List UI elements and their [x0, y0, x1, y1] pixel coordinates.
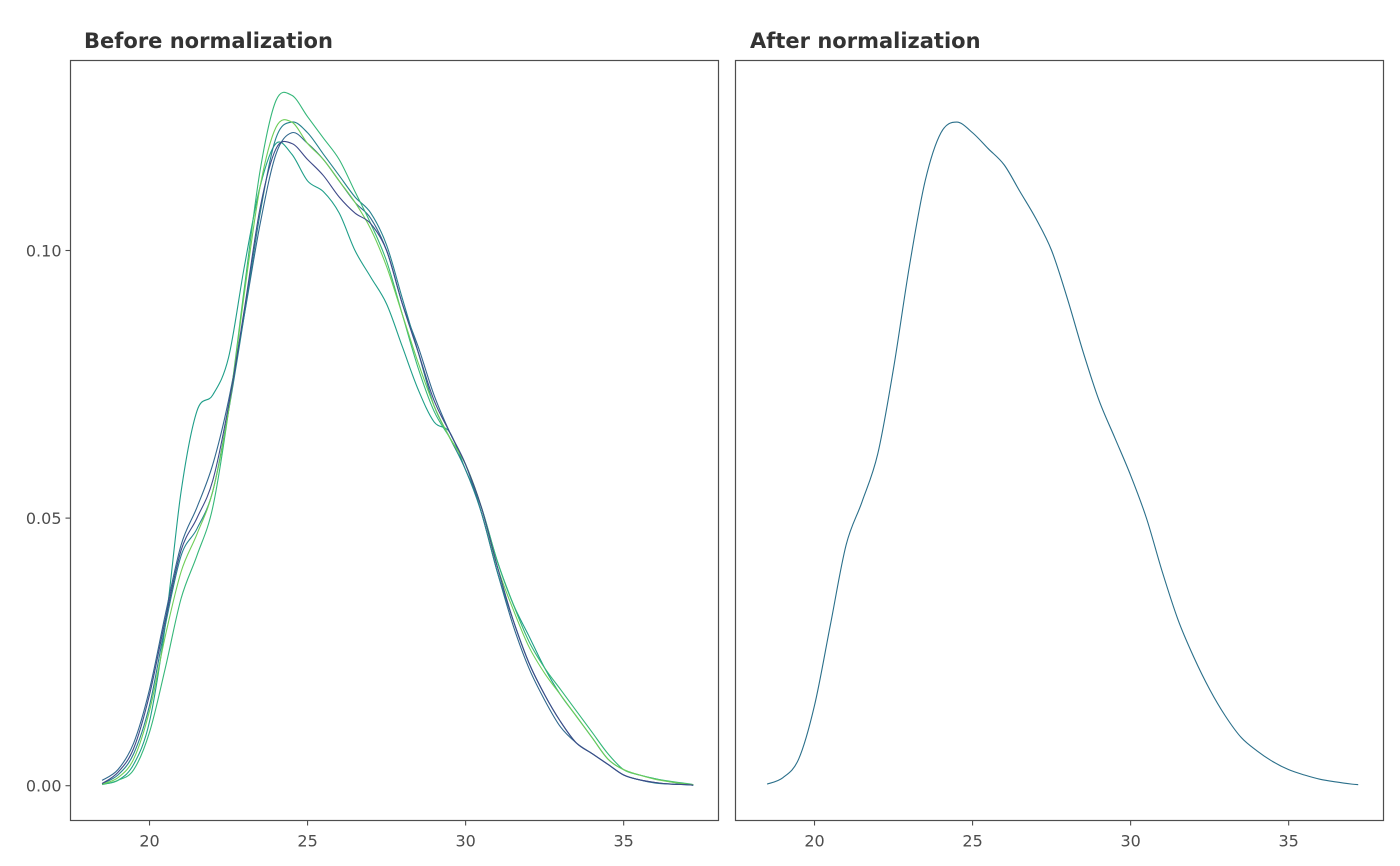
x-tick-label: 35: [613, 832, 633, 851]
density-line-1: [101, 141, 694, 786]
density-line-6: [101, 140, 694, 786]
x-tick-label: 25: [962, 832, 982, 851]
x-tick-label: 30: [1120, 832, 1140, 851]
y-tick-label: 0.00: [26, 777, 62, 796]
panel-frame: [69, 59, 720, 822]
x-tick-label: 35: [1278, 832, 1298, 851]
panel-title: Before normalization: [84, 29, 333, 53]
x-axis-ticks: 20 25 30 35: [139, 820, 634, 851]
x-tick-label: 25: [297, 832, 317, 851]
density-line-3: [101, 121, 694, 786]
panel-title: After normalization: [750, 29, 981, 53]
density-curves: [766, 121, 1359, 786]
x-tick-label: 20: [139, 832, 159, 851]
x-tick-label: 20: [804, 832, 824, 851]
panel-frame: [734, 59, 1385, 822]
y-axis-ticks: 0.00 0.05 0.10: [26, 242, 71, 796]
density-line-1: [766, 121, 1359, 786]
x-axis-ticks: 20 25 30 35: [804, 820, 1299, 851]
y-tick-label: 0.05: [26, 509, 62, 528]
density-line-5: [101, 119, 694, 786]
y-tick-label: 0.10: [26, 242, 62, 261]
density-curves: [101, 91, 694, 786]
density-line-2: [101, 131, 694, 786]
panel-before-normalization: Before normalization 20 25 30 35 0.000.050.…: [26, 29, 720, 851]
density-line-4: [101, 91, 694, 786]
panel-after-normalization: After normalization 20 25 30 35: [734, 29, 1385, 851]
x-tick-label: 30: [455, 832, 475, 851]
